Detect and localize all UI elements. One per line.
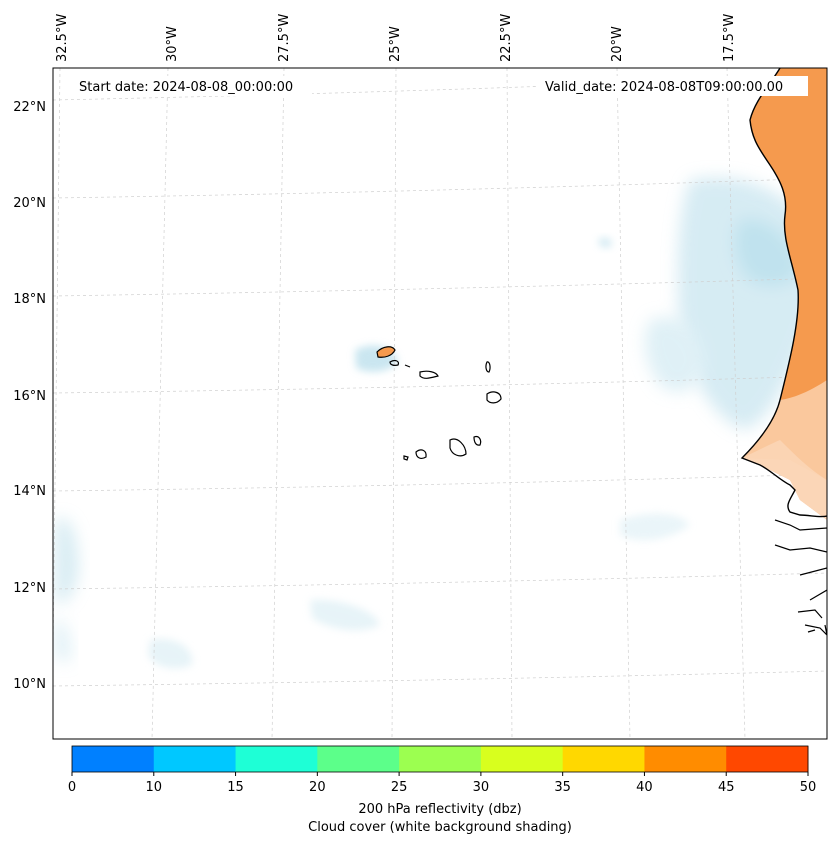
lat-label-12n: 12°N [13, 581, 46, 596]
lon-label-27-5w: 27.5°W [277, 14, 292, 62]
mid-reflectivity-band [742, 380, 827, 480]
start-date-label: Start date: 2024-08-08_00:00:00 [79, 80, 293, 95]
map-frame [52, 67, 828, 740]
colorbar-tick-label: 50 [800, 780, 817, 795]
lat-label-20n: 20°N [13, 196, 46, 211]
lat-label-22n: 22°N [13, 100, 46, 115]
lon-label-22-5w: 22.5°W [499, 14, 514, 62]
map-area [53, 68, 827, 739]
lat-label-16n: 16°N [13, 389, 46, 404]
colorbar-tick-label: 40 [636, 780, 653, 795]
colorbar-tick-label: 35 [554, 780, 571, 795]
colorbar-swatch-8 [726, 746, 809, 772]
lat-label-10n: 10°N [13, 677, 46, 692]
lon-label-32-5w: 32.5°W [55, 14, 70, 62]
valid-date-box: Valid_date: 2024-08-08T09:00:00.00 [538, 76, 808, 96]
colorbar-tick-label: 15 [227, 780, 244, 795]
lon-label-17-5w: 17.5°W [722, 14, 737, 62]
colorbar-swatch-7 [644, 746, 727, 772]
light-reflectivity-band [742, 440, 827, 520]
guinea-coastline [774, 519, 827, 636]
lat-label-18n: 18°N [13, 292, 46, 307]
colorbar-subtitle: Cloud cover (white background shading) [308, 820, 572, 835]
cape-verde-islands [376, 346, 502, 461]
colorbar-swatch-5 [480, 746, 564, 772]
colorbar-swatch-2 [235, 746, 318, 772]
colorbar-title: 200 hPa reflectivity (dbz) [358, 802, 521, 817]
colorbar: 0 10 15 20 25 30 35 40 45 50 200 hPa reflectivity… [68, 745, 817, 835]
colorbar-tick-label: 25 [391, 780, 408, 795]
lon-label-30w: 30°W [165, 26, 180, 62]
colorbar-tick-label: 45 [718, 780, 735, 795]
colorbar-swatch-1 [153, 746, 237, 772]
lon-label-25w: 25°W [388, 26, 403, 62]
colorbar-tick-label: 0 [68, 780, 76, 795]
colorbar-outline [71, 745, 809, 773]
colorbar-swatch-6 [562, 746, 645, 772]
graticule [53, 68, 827, 739]
colorbar-swatch-0 [72, 746, 155, 772]
valid-date-label: Valid_date: 2024-08-08T09:00:00.00 [545, 80, 783, 95]
africa-coastline [740, 68, 827, 518]
lat-label-14n: 14°N [13, 484, 46, 499]
colorbar-tick-label: 30 [473, 780, 490, 795]
colorbar-tick-label: 20 [309, 780, 326, 795]
longitude-labels: 32.5°W 30°W 27.5°W 25°W 22.5°W 20°W 17.5… [55, 14, 737, 62]
colorbar-swatch-3 [317, 746, 400, 772]
start-date-box: Start date: 2024-08-08_00:00:00 [72, 76, 312, 96]
cloud-cover-shading [55, 177, 812, 669]
colorbar-tick-label: 10 [146, 780, 163, 795]
latitude-labels: 22°N 20°N 18°N 16°N 14°N 12°N 10°N [13, 100, 46, 692]
lon-label-20w: 20°W [610, 26, 625, 62]
colorbar-swatch-4 [399, 746, 482, 772]
